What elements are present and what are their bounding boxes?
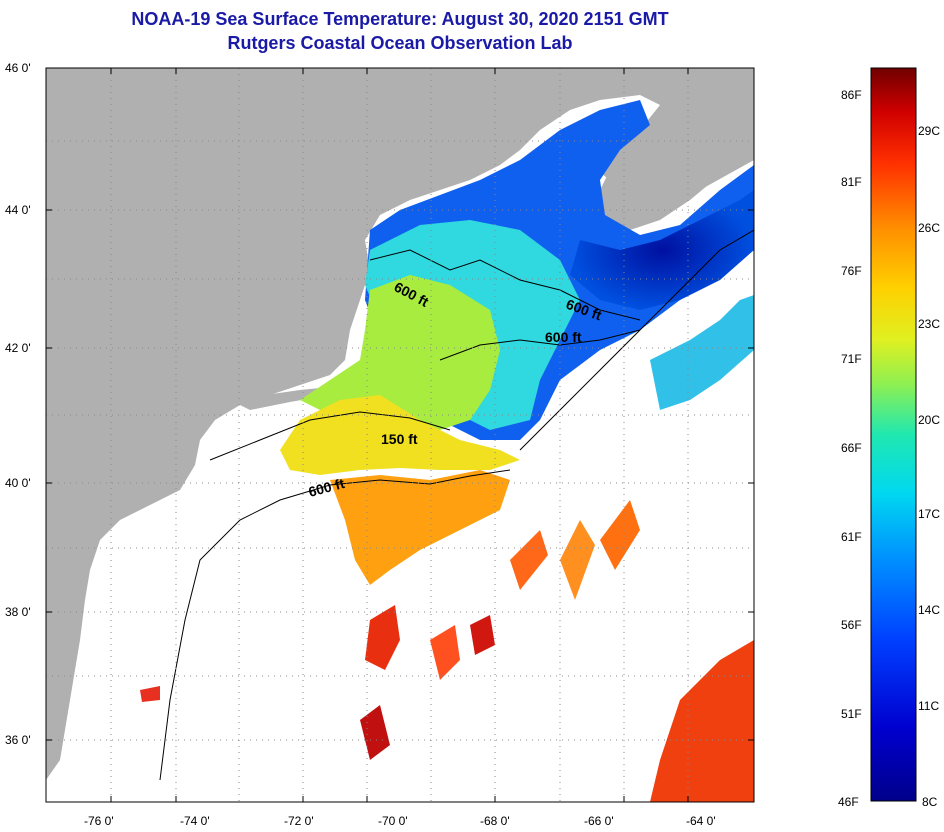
colorbar-c-label: 29C — [918, 124, 940, 138]
colorbar-c-label: 26C — [918, 221, 940, 235]
sst-green-region — [300, 275, 500, 430]
colorbar-c-label: 11C — [918, 699, 939, 713]
colorbar-c-label: 20C — [918, 413, 940, 427]
contour-label: 150 ft — [381, 431, 418, 447]
colorbar-f-label: 86F — [841, 88, 862, 102]
lat-label: 44 0' — [5, 203, 31, 217]
map-title: NOAA-19 Sea Surface Temperature: August … — [131, 9, 669, 29]
lon-label: -72 0' — [284, 814, 314, 828]
lat-label: 40 0' — [5, 476, 31, 490]
sst-warm-patch-2 — [470, 615, 495, 655]
lon-label: -66 0' — [584, 814, 614, 828]
colorbar-f-label: 51F — [841, 707, 862, 721]
colorbar-f-label: 66F — [841, 441, 862, 455]
colorbar-f-label: 71F — [841, 352, 862, 366]
colorbar-f-label: 81F — [841, 175, 862, 189]
colorbar-c-label: 8C — [922, 795, 938, 809]
sst-warm-patch-6 — [560, 520, 595, 600]
lon-label: -74 0' — [180, 814, 210, 828]
lon-label: -70 0' — [378, 814, 408, 828]
colorbar-c-label: 17C — [918, 507, 940, 521]
sst-warm-patch-7 — [510, 530, 548, 590]
plot-frame — [45, 67, 755, 803]
colorbar-f-label: 61F — [841, 530, 862, 544]
sst-orange-region — [330, 470, 510, 585]
contour-line-600ft-scotian — [439, 329, 641, 361]
land-mass — [46, 68, 754, 780]
sst-warm-patch-1 — [365, 605, 400, 670]
lon-label: -76 0' — [84, 814, 114, 828]
lat-label: 38 0' — [5, 605, 31, 619]
sst-warm-patch-3 — [430, 625, 460, 680]
colorbar-f-label: 76F — [841, 264, 862, 278]
colorbar-c-label: 23C — [918, 317, 940, 331]
sst-coldest-core — [570, 190, 754, 310]
colorbar-c-label: 14C — [918, 603, 940, 617]
lat-label: 46 0' — [5, 61, 31, 75]
axis-ticks — [46, 67, 754, 802]
map-subtitle: Rutgers Coastal Ocean Observation Lab — [227, 33, 573, 53]
lat-label: 36 0' — [5, 733, 31, 747]
lon-label: -68 0' — [480, 814, 510, 828]
colorbar — [870, 67, 917, 802]
grid-lines — [46, 68, 754, 802]
contour-label: 600 ft — [545, 329, 582, 345]
sst-warm-patch-9 — [140, 686, 160, 702]
colorbar-f-label: 56F — [841, 618, 862, 632]
lat-label: 42 0' — [5, 341, 31, 355]
sst-warm-patch-4 — [650, 640, 754, 802]
map-imagery — [46, 68, 754, 802]
sst-warm-patch-5 — [600, 500, 640, 570]
land-nova-scotia — [600, 100, 754, 230]
sst-scattered-cyan — [650, 295, 754, 410]
contour-line-600ft-gulf — [369, 249, 641, 321]
contour-line-600ft-south — [159, 469, 511, 781]
lon-label: -64 0' — [686, 814, 716, 828]
contour-line-150ft — [209, 411, 451, 461]
colorbar-f-label: 46F — [838, 795, 859, 809]
